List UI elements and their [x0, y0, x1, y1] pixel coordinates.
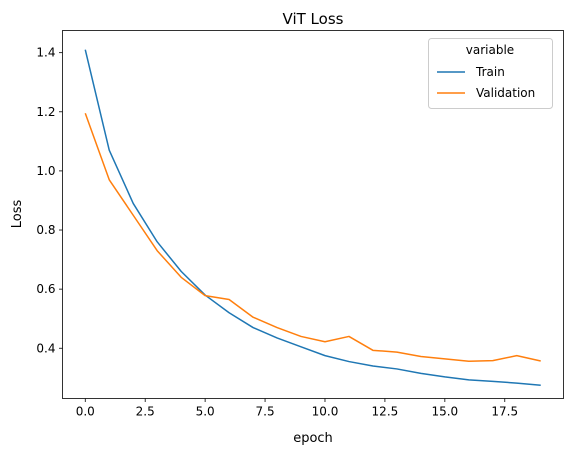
series-layer [84, 49, 541, 386]
y-tick-label: 0.6 [36, 282, 55, 296]
x-axis-label: epoch [293, 431, 333, 446]
plot-area-frame [62, 30, 564, 399]
y-tick-label: 0.4 [36, 341, 55, 355]
legend-label-validation: Validation [476, 86, 535, 100]
x-tick-label: 2.5 [136, 405, 155, 419]
x-tick-label: 15.0 [431, 405, 458, 419]
x-tick-label: 10.0 [312, 405, 339, 419]
x-tick-label: 12.5 [372, 405, 399, 419]
y-tick-label: 1.2 [36, 105, 55, 119]
x-tick-label: 5.0 [196, 405, 215, 419]
legend-label-train: Train [475, 65, 505, 79]
y-axis-label: Loss [10, 200, 25, 229]
chart-title: ViT Loss [283, 10, 344, 28]
ticks-layer: 0.0 2.5 5.0 7.5 10.0 12.5 15.0 17.5 0.4 0.6 0.8 1.0… [36, 46, 518, 419]
legend-box [428, 38, 553, 109]
y-tick-label: 1.4 [36, 46, 55, 60]
x-tick-label: 17.5 [491, 405, 518, 419]
x-tick-label: 7.5 [256, 405, 275, 419]
legend: variable Train Validation [428, 38, 553, 109]
series-line-validation [84, 113, 541, 363]
y-tick-label: 0.8 [36, 223, 55, 237]
series-line-train [84, 49, 541, 386]
y-tick-label: 1.0 [36, 164, 55, 178]
x-tick-label: 0.0 [76, 405, 95, 419]
legend-title: variable [466, 43, 514, 57]
